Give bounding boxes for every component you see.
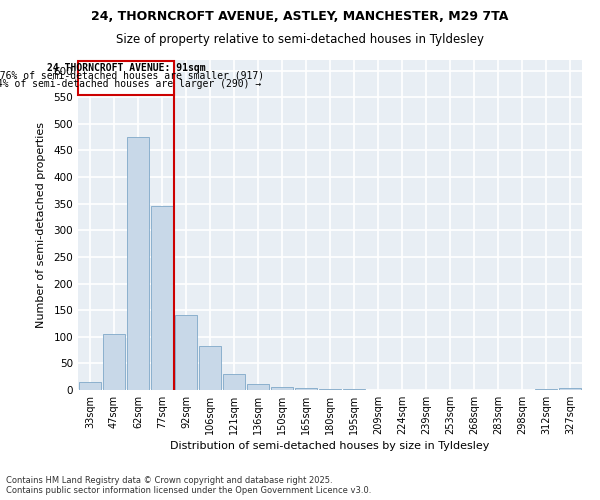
Bar bbox=[199, 346, 221, 390]
Text: Size of property relative to semi-detached houses in Tyldesley: Size of property relative to semi-detach… bbox=[116, 32, 484, 46]
Bar bbox=[127, 137, 149, 390]
Text: 24, THORNCROFT AVENUE, ASTLEY, MANCHESTER, M29 7TA: 24, THORNCROFT AVENUE, ASTLEY, MANCHESTE… bbox=[91, 10, 509, 23]
Text: ← 76% of semi-detached houses are smaller (917): ← 76% of semi-detached houses are smalle… bbox=[0, 70, 264, 81]
Text: 24 THORNCROFT AVENUE: 91sqm: 24 THORNCROFT AVENUE: 91sqm bbox=[47, 62, 205, 72]
Text: Contains HM Land Registry data © Crown copyright and database right 2025.
Contai: Contains HM Land Registry data © Crown c… bbox=[6, 476, 371, 495]
Bar bbox=[103, 334, 125, 390]
Bar bbox=[559, 388, 581, 390]
FancyBboxPatch shape bbox=[78, 61, 174, 95]
Bar bbox=[535, 389, 557, 390]
Bar bbox=[295, 388, 317, 390]
Bar bbox=[175, 316, 197, 390]
Bar bbox=[271, 388, 293, 390]
Y-axis label: Number of semi-detached properties: Number of semi-detached properties bbox=[37, 122, 46, 328]
Bar bbox=[247, 384, 269, 390]
Bar bbox=[223, 374, 245, 390]
Text: 24% of semi-detached houses are larger (290) →: 24% of semi-detached houses are larger (… bbox=[0, 78, 261, 88]
X-axis label: Distribution of semi-detached houses by size in Tyldesley: Distribution of semi-detached houses by … bbox=[170, 441, 490, 451]
Bar bbox=[79, 382, 101, 390]
Bar bbox=[151, 206, 173, 390]
